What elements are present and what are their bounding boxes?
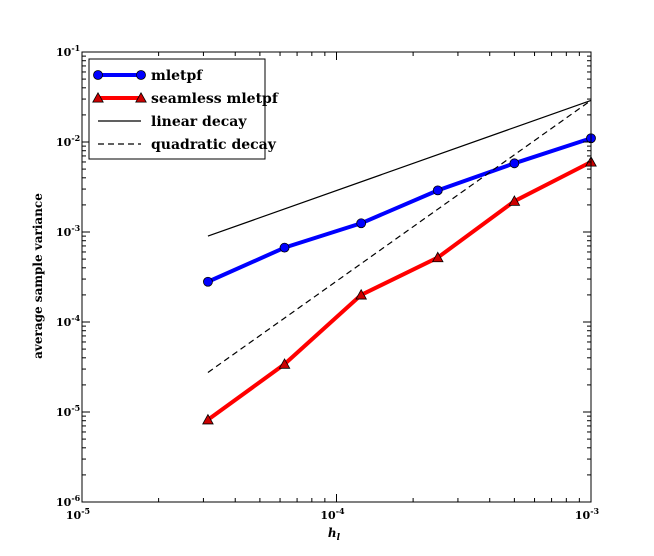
legend-label: linear decay: [151, 114, 247, 130]
y-tick-label: 10-2: [56, 133, 80, 149]
legend-marker: [92, 91, 104, 103]
legend-marker: [136, 70, 146, 80]
y-tick-label: 10-5: [56, 403, 80, 419]
series-line-1: [206, 160, 592, 422]
legend-label: quadratic decay: [151, 137, 277, 153]
data-point: [356, 218, 367, 229]
data-point: [278, 358, 291, 369]
data-point: [432, 185, 443, 196]
plot-series-layer: [202, 99, 597, 425]
legend: mletpf seamless mletpf linear decay quadrat…: [88, 58, 279, 160]
series-line-0: [207, 136, 592, 284]
legend-marker: [93, 70, 103, 80]
legend-label: seamless mletpf: [151, 91, 279, 107]
y-tick-label: 10-1: [56, 43, 80, 59]
legend-marker: [135, 91, 147, 103]
series-line-3: [207, 99, 592, 373]
x-tick-label: 10-3: [575, 506, 600, 522]
data-point: [355, 288, 368, 300]
data-point: [508, 195, 521, 206]
x-axis-label: hl: [328, 526, 341, 543]
y-tick-label: 10-6: [56, 493, 81, 509]
legend-label: mletpf: [151, 68, 203, 84]
data-point: [431, 251, 444, 263]
y-axis-label: average sample variance: [31, 193, 45, 359]
data-point: [279, 242, 290, 253]
x-tick-label: 10-4: [320, 506, 345, 522]
series-line-2: [207, 99, 592, 237]
data-point: [202, 413, 214, 425]
data-point: [203, 276, 213, 287]
y-tick-label: 10-3: [56, 223, 81, 239]
y-tick-label: 10-4: [56, 313, 81, 329]
data-point: [509, 158, 520, 169]
axis-ticks: [81, 51, 592, 503]
